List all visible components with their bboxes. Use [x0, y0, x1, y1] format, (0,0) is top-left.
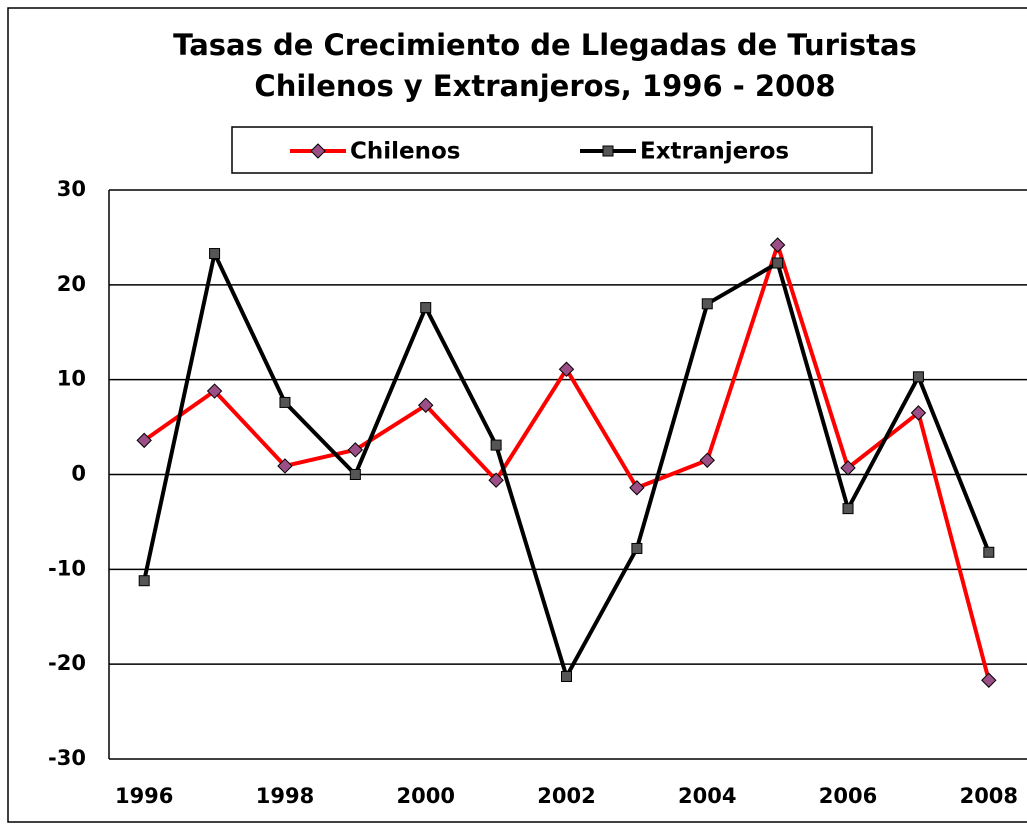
marker: [912, 371, 924, 383]
legend-marker: [602, 145, 614, 157]
marker: [209, 248, 221, 260]
y-tick-label: 20: [57, 272, 86, 296]
marker: [420, 302, 432, 314]
marker: [842, 503, 854, 515]
chart-frame: [7, 7, 1027, 823]
legend-label: Extranjeros: [640, 139, 789, 165]
marker: [347, 442, 364, 458]
y-tick-label: 10: [57, 367, 86, 391]
marker: [701, 298, 713, 310]
x-tick-label: 1998: [256, 784, 314, 808]
marker: [558, 361, 575, 377]
marker: [488, 472, 504, 488]
x-tick-label: 2006: [819, 784, 877, 808]
x-tick-label: 1996: [115, 784, 173, 808]
series-line: [143, 243, 991, 681]
marker: [561, 670, 572, 682]
marker: [769, 237, 786, 253]
marker: [983, 546, 995, 558]
legend-marker: [310, 143, 326, 159]
marker: [138, 575, 150, 587]
marker: [772, 257, 784, 269]
y-tick-label: -30: [48, 746, 86, 770]
marker: [699, 452, 715, 468]
x-tick-label: 2008: [960, 784, 1018, 808]
x-tick-label: 2004: [678, 784, 736, 808]
chart-title: Chilenos y Extranjeros, 1996 - 2008: [254, 69, 835, 103]
series-line: [142, 251, 991, 679]
marker: [840, 460, 856, 476]
marker: [981, 672, 997, 688]
marker: [136, 432, 152, 449]
marker: [279, 396, 291, 408]
x-tick-label: 2000: [397, 784, 455, 808]
marker: [418, 397, 434, 413]
legend-box: [231, 126, 873, 174]
y-tick-label: -10: [48, 556, 86, 580]
chart-title: Tasas de Crecimiento de Llegadas de Turi…: [173, 28, 917, 62]
marker: [277, 458, 293, 474]
marker: [910, 405, 927, 421]
x-tick-label: 2002: [537, 784, 595, 808]
y-tick-label: -20: [48, 651, 86, 675]
marker: [349, 469, 361, 480]
marker: [631, 542, 643, 554]
marker: [490, 439, 502, 451]
y-tick-label: 30: [57, 177, 86, 201]
marker: [629, 480, 645, 496]
marker: [206, 383, 223, 399]
y-tick-label: 0: [71, 462, 86, 486]
legend-label: Chilenos: [350, 139, 461, 165]
